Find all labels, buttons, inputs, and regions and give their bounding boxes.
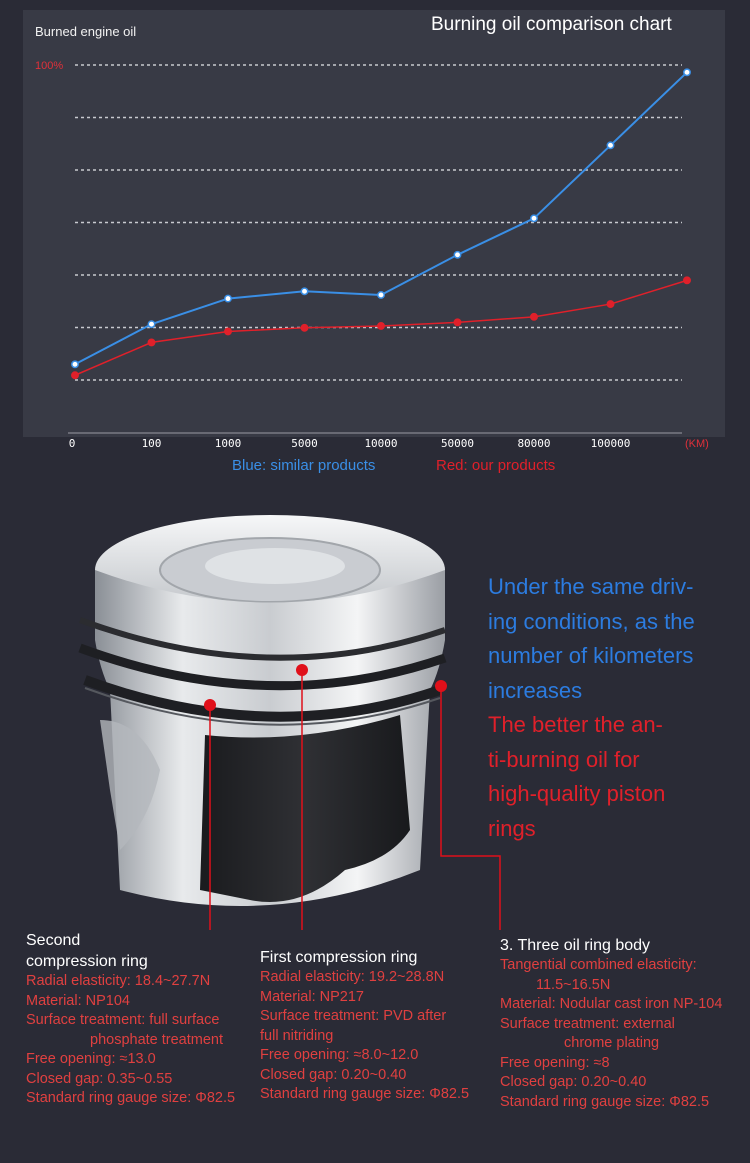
spec-title: compression ring — [26, 953, 148, 970]
spec-gap: Closed gap: 0.20~0.40 — [500, 1074, 647, 1090]
spec-elasticity: 11.5~16.5N — [536, 976, 611, 993]
spec-gap: Closed gap: 0.20~0.40 — [260, 1066, 407, 1083]
spec-opening: Free opening: ≈8 — [500, 1054, 610, 1071]
x-tick-label: 100 — [142, 437, 162, 450]
data-point — [71, 371, 79, 380]
blurb-blue-line: Under the same driv- — [488, 574, 694, 599]
spec-material: Material: NP104 — [26, 992, 130, 1009]
piston-illustration — [78, 515, 501, 930]
spec-surface: phosphate treatment — [90, 1031, 224, 1048]
spec-elasticity: Radial elasticity: 18.4~27.7N — [26, 973, 211, 989]
x-tick-label: 1000 — [215, 437, 242, 450]
data-point — [606, 141, 615, 150]
blurb-blue-line: increases — [488, 677, 583, 703]
legend-similar-products: Blue: similar products — [232, 457, 376, 474]
data-point — [147, 338, 156, 347]
data-point — [606, 300, 615, 309]
spec-surface: full nitriding — [260, 1027, 334, 1044]
legend-our-products: Red: our products — [436, 457, 556, 474]
second-ring-spec: Second compression ring Radial elasticit… — [26, 930, 235, 1109]
callout-oil-ring — [435, 680, 501, 930]
line-chart: 100% 0 100 1000 5000 10000 50000 80000 100000 (KM… — [35, 60, 709, 450]
blurb-red-line: ti-burning oil for — [488, 746, 640, 772]
x-tick-label: 50000 — [441, 437, 474, 450]
callout-second-ring — [204, 699, 216, 930]
spec-gauge: Standard ring gauge size: Φ82.5 — [500, 1093, 710, 1110]
data-point — [300, 323, 309, 332]
spec-surface: Surface treatment: PVD after — [260, 1008, 447, 1024]
chart-title: Burning oil comparison chart — [431, 14, 672, 35]
series-line — [74, 71, 688, 366]
spec-surface: Surface treatment: full surface — [26, 1012, 220, 1028]
data-point — [377, 291, 385, 299]
data-point — [530, 312, 538, 321]
piston-rings — [78, 617, 447, 726]
spec-elasticity: Radial elasticity: 19.2~28.8N — [260, 969, 445, 985]
spec-material: Material: Nodular cast iron NP-104 — [500, 996, 723, 1012]
oil-ring-spec: 3. Three oil ring body Tangential combin… — [500, 935, 722, 1112]
spec-title: Second — [26, 932, 81, 949]
chart-panel — [23, 10, 725, 437]
data-point — [224, 294, 232, 303]
spec-material: Material: NP217 — [260, 988, 364, 1005]
spec-gauge: Standard ring gauge size: Φ82.5 — [26, 1090, 236, 1106]
spec-opening: Free opening: ≈13.0 — [26, 1051, 156, 1067]
data-point — [453, 318, 462, 327]
chart-y-axis-title: Burned engine oil — [35, 24, 137, 39]
blurb-blue-line: number of kilometers — [488, 643, 694, 668]
blurb-red-line: high-quality piston — [488, 781, 666, 806]
data-point — [530, 214, 538, 223]
spec-title: First compression ring — [260, 949, 418, 966]
spec-surface: Surface treatment: external — [500, 1015, 675, 1032]
spec-opening: Free opening: ≈8.0~12.0 — [260, 1047, 419, 1063]
spec-surface: chrome plating — [564, 1035, 660, 1051]
spec-elasticity: Tangential combined elasticity: — [500, 957, 697, 973]
data-point — [224, 327, 232, 336]
first-ring-spec: First compression ring Radial elasticity… — [260, 947, 469, 1105]
spec-gauge: Standard ring gauge size: Φ82.5 — [260, 1086, 470, 1102]
x-tick-label: 80000 — [517, 437, 550, 450]
blurb-red-line: The better the an- — [488, 712, 663, 737]
x-tick-label: 0 — [69, 437, 76, 450]
data-point — [71, 360, 79, 369]
data-point — [683, 276, 691, 285]
data-point — [300, 287, 309, 296]
piston-description: Under the same driv- ing conditions, as … — [488, 570, 738, 846]
data-point — [147, 320, 156, 329]
x-tick-label: 100000 — [591, 437, 631, 450]
spec-gap: Closed gap: 0.35~0.55 — [26, 1070, 173, 1087]
x-tick-label: 10000 — [364, 437, 397, 450]
spec-title: 3. Three oil ring body — [500, 937, 651, 954]
blurb-red-line: rings — [488, 815, 536, 841]
piston-skirt — [200, 715, 410, 902]
data-point — [453, 250, 462, 259]
data-point — [683, 68, 691, 77]
y-tick-label: 100% — [35, 60, 63, 72]
x-tick-label: 5000 — [291, 437, 318, 450]
x-unit-label: (KM) — [685, 438, 709, 450]
blurb-blue-line: ing conditions, as the — [488, 608, 695, 634]
data-point — [377, 322, 385, 330]
callout-first-ring — [296, 664, 308, 930]
